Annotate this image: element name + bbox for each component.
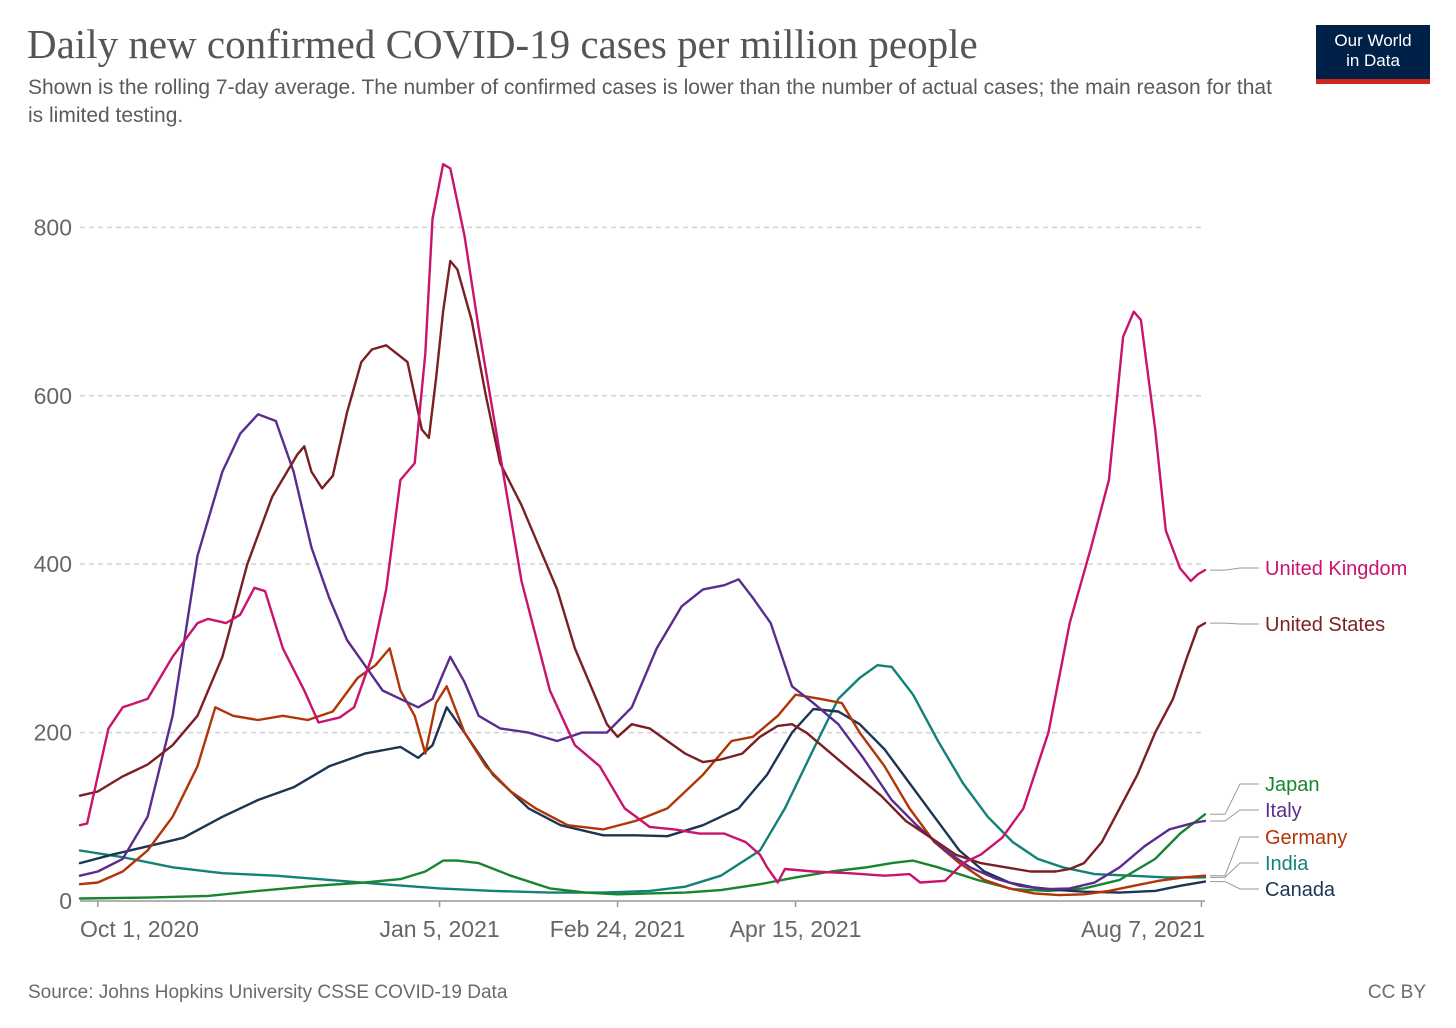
series-line-italy: [78, 413, 1207, 891]
source-note[interactable]: Source: Johns Hopkins University CSSE CO…: [28, 982, 508, 1003]
series-line-united-states: [78, 259, 1207, 873]
logo-line-2: in Data: [1346, 51, 1400, 70]
series-label-japan: Japan: [1265, 774, 1320, 796]
x-tick-label-2: Feb 24, 2021: [550, 916, 686, 942]
series-label-germany: Germany: [1265, 827, 1347, 849]
license-note[interactable]: CC BY: [1367, 982, 1426, 1003]
x-tick-label-3: Apr 15, 2021: [730, 916, 862, 942]
x-tick-label-1: Jan 5, 2021: [379, 916, 499, 942]
y-tick-label-0: 0: [59, 888, 72, 914]
label-connector-germany: [1210, 836, 1259, 877]
label-connector-japan: [1210, 783, 1259, 815]
owid-logo[interactable]: Our World in Data: [1316, 25, 1430, 84]
y-tick-label-400: 400: [34, 551, 72, 577]
series-label-canada: Canada: [1265, 879, 1336, 901]
x-tick-label-0: Oct 1, 2020: [80, 916, 199, 942]
label-connector-united-states: [1210, 622, 1259, 625]
series-line-canada: [78, 706, 1207, 894]
label-connector-united-kingdom: [1210, 567, 1259, 571]
series-label-united-kingdom: United Kingdom: [1265, 558, 1407, 580]
label-connector-italy: [1210, 809, 1259, 822]
y-tick-label-600: 600: [34, 383, 72, 409]
y-tick-label-200: 200: [34, 720, 72, 746]
chart-title: Daily new confirmed COVID-19 cases per m…: [27, 21, 978, 67]
series-line-germany: [78, 647, 1207, 897]
series-line-united-kingdom: [78, 163, 1207, 884]
y-tick-label-800: 800: [34, 214, 72, 240]
series-label-italy: Italy: [1265, 800, 1302, 822]
series-line-japan: [78, 813, 1207, 900]
x-tick-label-4: Aug 7, 2021: [1081, 916, 1205, 942]
label-connector-canada: [1210, 881, 1259, 890]
series-label-united-states: United States: [1265, 614, 1385, 636]
series-label-india: India: [1265, 853, 1309, 875]
label-connector-india: [1210, 862, 1259, 878]
series-line-india: [78, 664, 1207, 894]
logo-line-1: Our World: [1334, 31, 1412, 50]
chart-subtitle: Shown is the rolling 7-day average. The …: [28, 76, 1272, 127]
